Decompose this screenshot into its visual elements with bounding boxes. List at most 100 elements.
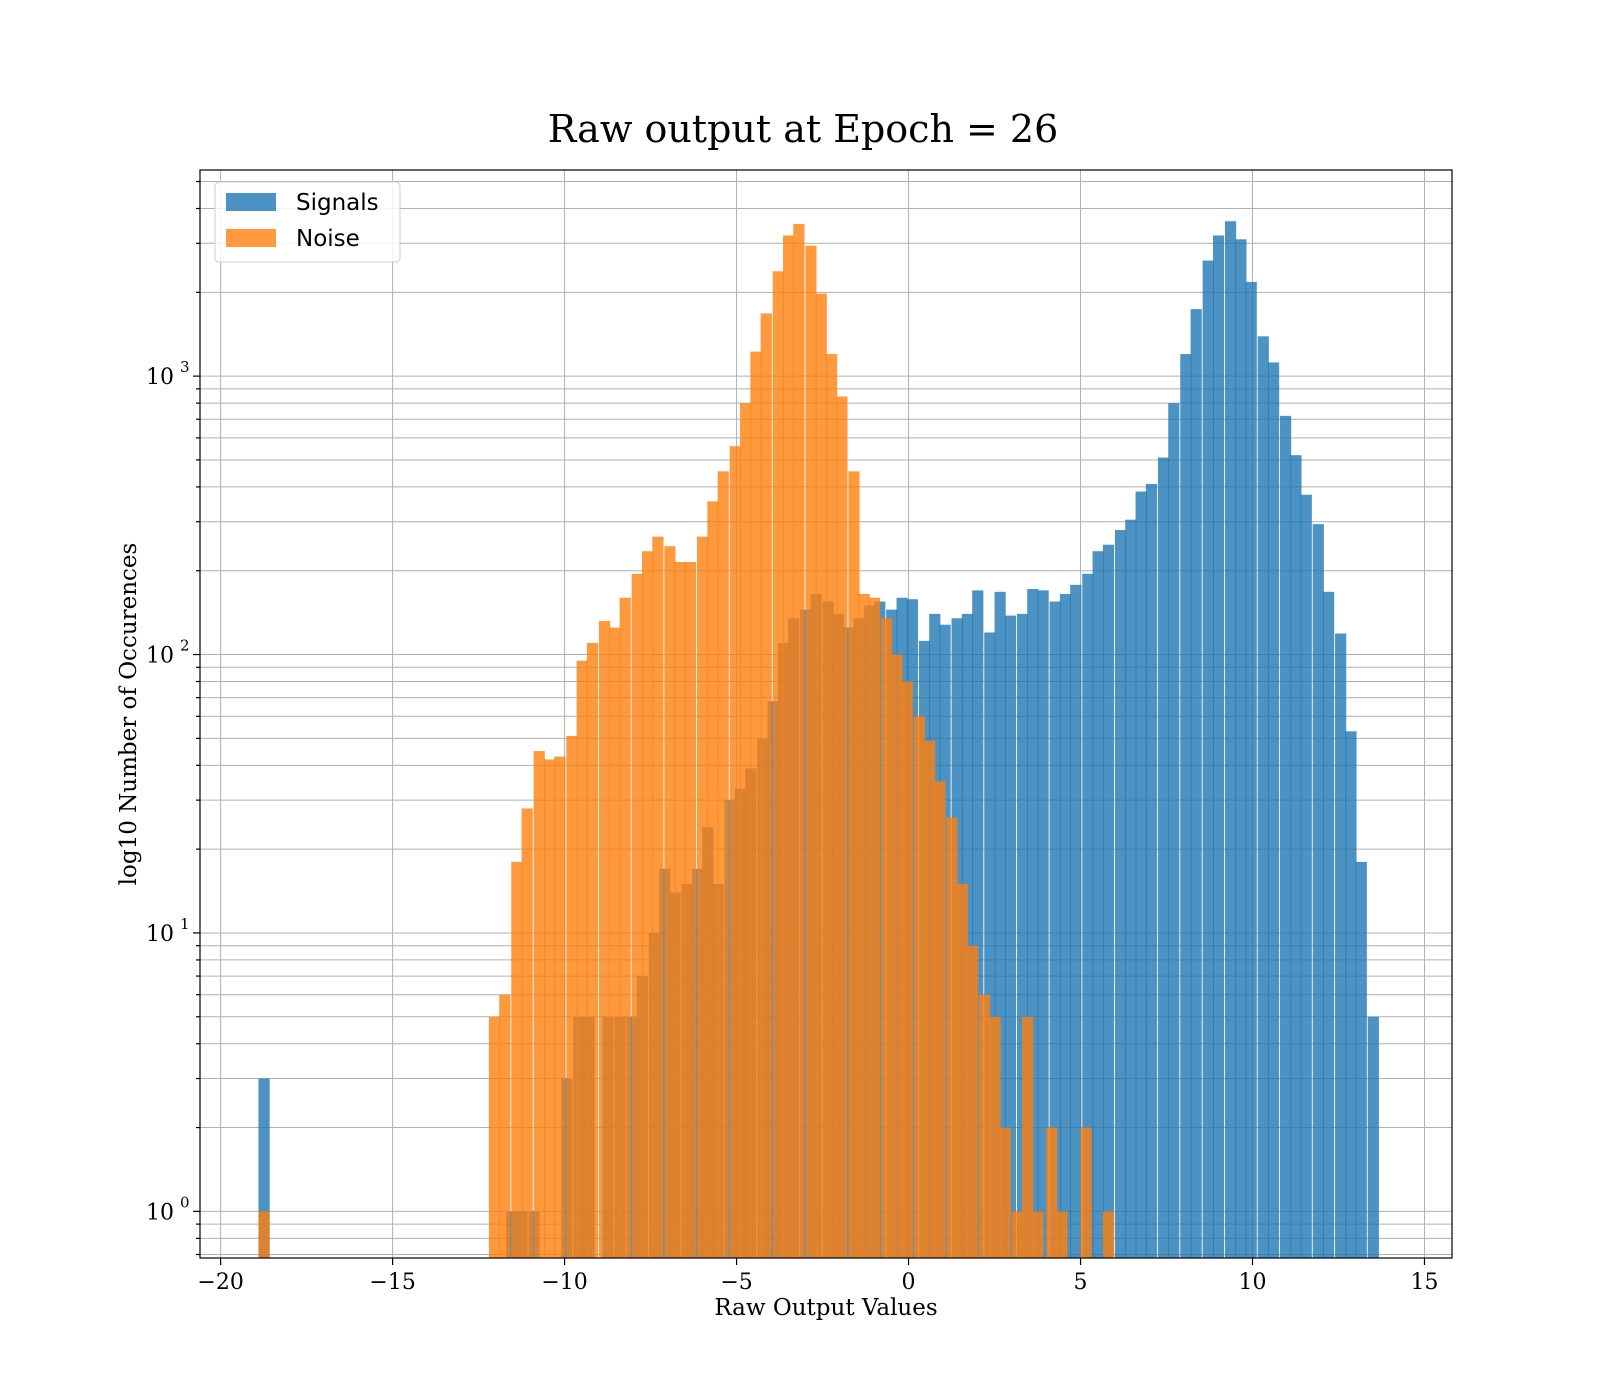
bar-noise [750, 351, 762, 1258]
bar-noise [566, 735, 578, 1258]
histogram-bars [258, 221, 1379, 1259]
bar-signals [1323, 591, 1335, 1258]
bar-noise [717, 471, 729, 1258]
bar-noise [901, 681, 913, 1258]
bar-signals [1125, 519, 1137, 1258]
bar-noise [793, 223, 805, 1258]
bar-noise [554, 756, 566, 1258]
bar-noise [858, 593, 870, 1258]
bar-noise [533, 751, 545, 1258]
bar-noise [1080, 1127, 1092, 1258]
bar-noise [848, 471, 860, 1258]
bar-noise [989, 1016, 1001, 1258]
bar-noise [826, 354, 838, 1258]
bar-noise [760, 313, 772, 1258]
y-tick-exponent: 0 [180, 1193, 190, 1211]
bar-signals [1190, 309, 1202, 1258]
bar-noise [619, 597, 631, 1258]
bar-noise [979, 994, 991, 1258]
bar-noise [697, 536, 709, 1258]
bar-noise [881, 618, 893, 1258]
bar-signals [1114, 530, 1127, 1258]
bar-signals [1257, 336, 1269, 1259]
bar-noise [631, 573, 643, 1258]
bar-signals [1157, 457, 1170, 1258]
x-tick-label: 0 [902, 1270, 916, 1295]
bar-noise [1011, 1211, 1023, 1258]
x-axis-ticks: −20 −15 −10 −5 0 5 10 15 [197, 1258, 1438, 1295]
bar-signals [1168, 403, 1180, 1259]
bar-signals [1092, 551, 1104, 1258]
bar-noise [488, 1016, 501, 1258]
bar-noise [946, 817, 958, 1258]
bar-signals [1202, 260, 1214, 1258]
bar-noise [934, 781, 946, 1258]
bar-signals [1267, 362, 1280, 1258]
bar-noise [783, 235, 795, 1258]
bar-signals [1335, 633, 1347, 1258]
y-axis-ticks: 10 0 10 1 10 2 10 3 [146, 180, 200, 1256]
bar-noise [1046, 1127, 1058, 1258]
bar-noise [576, 660, 588, 1258]
bar-signals [1300, 494, 1312, 1258]
bar-signals [1049, 601, 1061, 1258]
bar-noise [511, 861, 523, 1258]
bar-signals [1245, 281, 1257, 1258]
x-tick-label: −5 [720, 1270, 752, 1295]
bar-signals [1355, 861, 1367, 1258]
legend-swatch-noise [226, 229, 276, 247]
bar-noise [772, 271, 784, 1258]
bar-signals [1280, 415, 1292, 1259]
chart-title: Raw output at Epoch = 26 [548, 107, 1059, 151]
bar-noise [1102, 1211, 1115, 1258]
bar-noise [1032, 1211, 1044, 1258]
bar-signals [1180, 354, 1192, 1258]
bar-signals [1070, 584, 1082, 1258]
bar-signals [258, 1078, 270, 1258]
bar-noise [924, 740, 936, 1258]
bar-signals [1004, 615, 1017, 1258]
legend: Signals Noise [214, 181, 401, 263]
bar-signals [1027, 588, 1039, 1258]
bar-noise [815, 293, 827, 1258]
bar-noise [729, 446, 741, 1259]
y-tick-label: 10 [146, 644, 174, 669]
bar-signals [1224, 221, 1237, 1258]
bar-noise [586, 643, 599, 1258]
x-tick-label: 10 [1239, 1270, 1267, 1295]
y-tick-label: 10 [146, 922, 174, 947]
bar-signals [1235, 239, 1247, 1258]
bar-noise [609, 627, 621, 1258]
bar-signals [1102, 544, 1115, 1258]
bar-signals [1290, 455, 1302, 1258]
bar-noise [543, 759, 556, 1258]
bar-noise [740, 403, 752, 1259]
x-tick-label: 5 [1074, 1270, 1088, 1295]
bar-signals [1345, 731, 1357, 1258]
bar-noise [674, 561, 686, 1258]
legend-swatch-signals [226, 193, 276, 211]
x-axis-label: Raw Output Values [714, 1295, 937, 1321]
bar-noise [684, 561, 697, 1258]
bar-signals [1367, 1016, 1379, 1258]
x-tick-label: 15 [1410, 1270, 1438, 1295]
bar-noise [707, 501, 719, 1258]
bar-noise [967, 945, 979, 1258]
bar-noise [891, 654, 903, 1258]
bar-noise [641, 551, 654, 1258]
bar-noise [805, 245, 817, 1259]
bar-noise [521, 808, 533, 1258]
y-tick-label: 10 [146, 1200, 174, 1225]
bar-signals [984, 632, 996, 1258]
bar-noise [598, 620, 611, 1258]
y-tick-exponent: 3 [180, 358, 190, 376]
bar-signals [1145, 483, 1158, 1259]
bar-signals [1312, 524, 1324, 1258]
bar-signals [1135, 491, 1147, 1258]
bar-noise [868, 597, 881, 1258]
bar-noise [652, 536, 664, 1258]
bar-noise [1056, 1211, 1068, 1258]
bar-signals [972, 590, 984, 1258]
bar-signals [1059, 593, 1072, 1258]
